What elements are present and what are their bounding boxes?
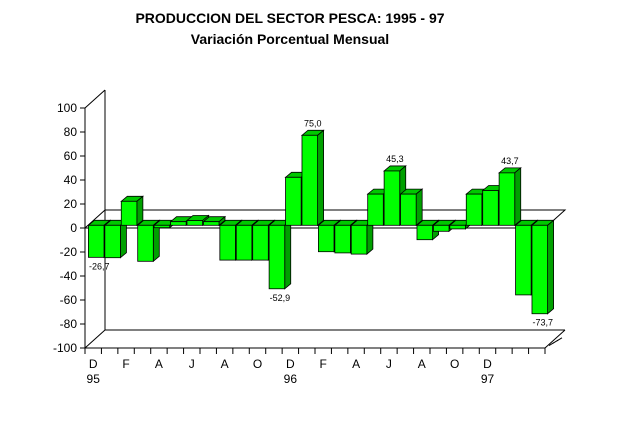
y-tick-label: -20: [60, 245, 78, 259]
bar-front: [465, 193, 483, 226]
y-tick-label: 100: [57, 101, 77, 115]
data-label: -73,7: [533, 318, 554, 328]
data-label: 45,3: [386, 154, 404, 164]
bar: [300, 129, 325, 227]
frame-edge: [84, 89, 106, 109]
bar: [350, 219, 374, 255]
bar-front: [498, 172, 516, 226]
x-tick-label: A: [418, 357, 426, 371]
bar-side: [317, 129, 324, 227]
bar-side: [415, 188, 423, 227]
bar-front: [153, 224, 171, 229]
bar-side: [514, 167, 522, 227]
bar-front: [186, 220, 203, 226]
bar-front: [515, 224, 532, 296]
bar: [498, 167, 522, 227]
x-tick-sublabel: 97: [481, 372, 495, 386]
bar: [120, 195, 144, 227]
bar-front: [400, 193, 417, 226]
bar-front: [120, 200, 138, 226]
y-tick-label: 20: [64, 197, 78, 211]
bar-front: [416, 224, 433, 241]
x-tick-label: A: [221, 357, 229, 371]
bar-front: [449, 224, 466, 230]
x-tick-label: F: [122, 357, 129, 371]
bar: [103, 219, 128, 259]
x-tick-label: F: [320, 357, 327, 371]
x-tick-label: J: [189, 357, 195, 371]
bar-front: [433, 224, 450, 232]
bar-front: [219, 224, 236, 261]
bar: [530, 219, 555, 315]
data-label: 43,7: [501, 156, 519, 166]
bar-front: [252, 224, 269, 261]
bar-side: [284, 219, 292, 290]
bar-front: [104, 224, 121, 259]
y-tick-label: 80: [64, 125, 78, 139]
chart-subtitle: Variación Porcentual Mensual: [190, 31, 390, 47]
x-tick-sublabel: 95: [87, 372, 101, 386]
bar-front: [334, 224, 351, 254]
frame-edge: [84, 329, 106, 349]
bar-side: [120, 219, 127, 259]
y-tick-label: 0: [70, 221, 77, 235]
data-labels: -26,7 -52,9 75,0 45,3 43,7 -73,7: [89, 118, 553, 327]
data-label: 75,0: [304, 118, 322, 128]
y-tick-label: 40: [64, 173, 78, 187]
bar-front: [350, 224, 368, 255]
bar-front: [318, 224, 335, 253]
bar-front: [170, 221, 187, 226]
y-tick-label: -100: [53, 341, 77, 355]
bar-front: [137, 224, 154, 262]
x-tick-sublabel: 96: [284, 372, 298, 386]
y-tick-label: -80: [60, 317, 78, 331]
bar-front: [235, 224, 253, 261]
depth-tick: [556, 337, 563, 342]
bar: [136, 219, 161, 263]
bar-front: [285, 176, 302, 226]
x-tick-label: J: [386, 357, 392, 371]
bar: [202, 215, 227, 227]
data-label: -52,9: [270, 293, 291, 303]
bar-side: [547, 219, 554, 315]
y-tick-label: -40: [60, 269, 78, 283]
bar: [399, 188, 424, 227]
bar-front: [88, 224, 105, 258]
bar-side: [136, 195, 144, 227]
x-tick-label: D: [89, 357, 98, 371]
bar-front: [268, 224, 286, 290]
x-tick-label: A: [352, 357, 360, 371]
chart-title: PRODUCCION DEL SECTOR PESCA: 1995 - 97: [135, 10, 445, 26]
x-tick-label: O: [450, 357, 459, 371]
bar-front: [203, 221, 220, 226]
bar-front: [367, 193, 384, 226]
x-tick-label: A: [155, 357, 163, 371]
x-tick-label: D: [483, 357, 492, 371]
bar-front: [482, 190, 499, 226]
data-label: -26,7: [89, 261, 110, 271]
bar: [268, 219, 292, 290]
y-tick-label: 60: [64, 149, 78, 163]
zero-plane: [83, 209, 567, 229]
bar-front: [383, 170, 401, 226]
floor-edge: [544, 329, 566, 349]
bar-front: [531, 224, 548, 315]
x-tick-label: O: [253, 357, 262, 371]
y-tick-label: -60: [60, 293, 78, 307]
y-axis: 100 80 60 40 20 0 -20 -40 -60 -80 -100: [53, 101, 85, 355]
bar-front: [301, 134, 318, 226]
bars: [87, 129, 555, 315]
x-tick-label: D: [286, 357, 295, 371]
